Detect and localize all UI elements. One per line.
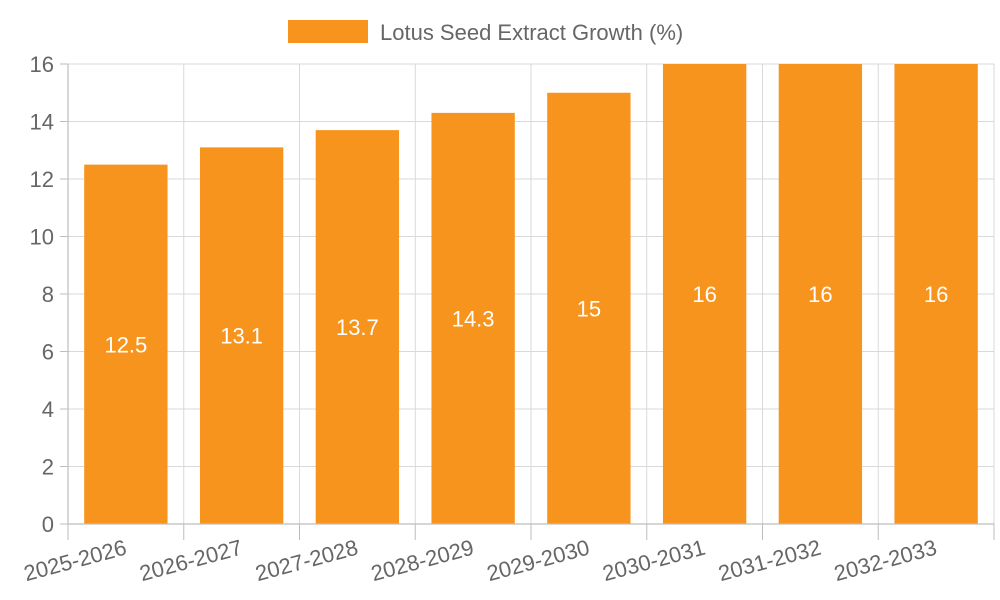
bar[interactable]	[315, 130, 400, 524]
bar[interactable]	[547, 92, 631, 524]
bar[interactable]	[84, 164, 168, 524]
y-tick-label: 2	[42, 455, 54, 480]
data-label: 16	[692, 282, 716, 307]
x-tick-label: 2028-2029	[368, 535, 476, 586]
y-tick-label: 10	[30, 225, 54, 250]
data-label: 15	[577, 296, 601, 321]
x-tick-label: 2031-2032	[716, 535, 824, 586]
y-tick-label: 4	[42, 397, 54, 422]
bar[interactable]	[778, 64, 863, 524]
y-tick-label: 16	[30, 52, 54, 77]
data-label: 14.3	[452, 306, 495, 331]
bar[interactable]	[894, 64, 978, 524]
y-tick-label: 6	[42, 340, 54, 365]
data-label: 16	[924, 282, 948, 307]
data-labels: 12.5 13.1 13.7 14.3 15 16 16 16	[104, 282, 948, 357]
legend-swatch	[288, 20, 368, 43]
x-tick-label: 2027-2028	[253, 535, 361, 586]
data-label: 12.5	[104, 332, 147, 357]
legend[interactable]: Lotus Seed Extract Growth (%)	[288, 20, 683, 45]
bar[interactable]	[199, 147, 284, 524]
data-label: 16	[808, 282, 832, 307]
bar[interactable]	[431, 112, 515, 524]
y-tick-label: 12	[30, 167, 54, 192]
y-tick-label: 0	[42, 512, 54, 537]
x-tick-label: 2025-2026	[21, 535, 129, 586]
x-tick-label: 2032-2033	[831, 535, 939, 586]
y-tick-label: 14	[30, 110, 54, 135]
data-label: 13.1	[220, 324, 263, 349]
bars	[84, 64, 978, 524]
x-tick-label: 2029-2030	[484, 535, 592, 586]
x-tick-label: 2026-2027	[137, 535, 245, 586]
bar[interactable]	[662, 64, 747, 524]
x-tick-label: 2030-2031	[600, 535, 708, 586]
legend-label: Lotus Seed Extract Growth (%)	[380, 20, 683, 45]
y-tick-label: 8	[42, 282, 54, 307]
data-label: 13.7	[336, 315, 379, 340]
